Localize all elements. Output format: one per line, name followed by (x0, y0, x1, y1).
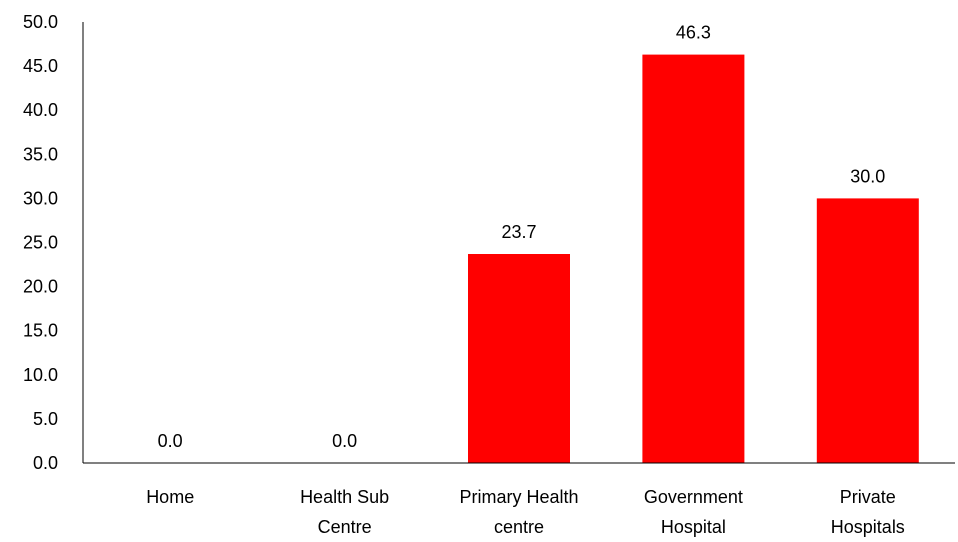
y-tick-label-1: 5.0 (33, 409, 58, 429)
data-label-3: 46.3 (676, 23, 711, 43)
data-label-0: 0.0 (158, 431, 183, 451)
x-tick-label-2: Primary Health centre (459, 487, 578, 537)
y-tick-label-2: 10.0 (23, 365, 58, 385)
bar-3 (642, 54, 745, 463)
y-tick-label-5: 25.0 (23, 233, 58, 253)
y-tick-label-9: 45.0 (23, 56, 58, 76)
y-tick-label-4: 20.0 (23, 277, 58, 297)
data-label-4: 30.0 (850, 166, 885, 186)
y-tick-label-8: 40.0 (23, 100, 58, 120)
y-tick-label-7: 35.0 (23, 144, 58, 164)
y-tick-label-6: 30.0 (23, 188, 58, 208)
data-label-2: 23.7 (501, 222, 536, 242)
y-tick-label-10: 50.0 (23, 12, 58, 32)
bar-4 (816, 198, 919, 463)
bar-2 (468, 254, 570, 463)
x-tick-label-1: Health Sub Centre (300, 487, 389, 537)
y-tick-label-0: 0.0 (33, 453, 58, 473)
x-tick-label-4: Private Hospitals (831, 487, 905, 537)
data-label-1: 0.0 (332, 431, 357, 451)
y-tick-label-3: 15.0 (23, 321, 58, 341)
x-tick-label-0: Home (146, 487, 194, 507)
x-tick-label-3: Government Hospital (644, 487, 743, 537)
